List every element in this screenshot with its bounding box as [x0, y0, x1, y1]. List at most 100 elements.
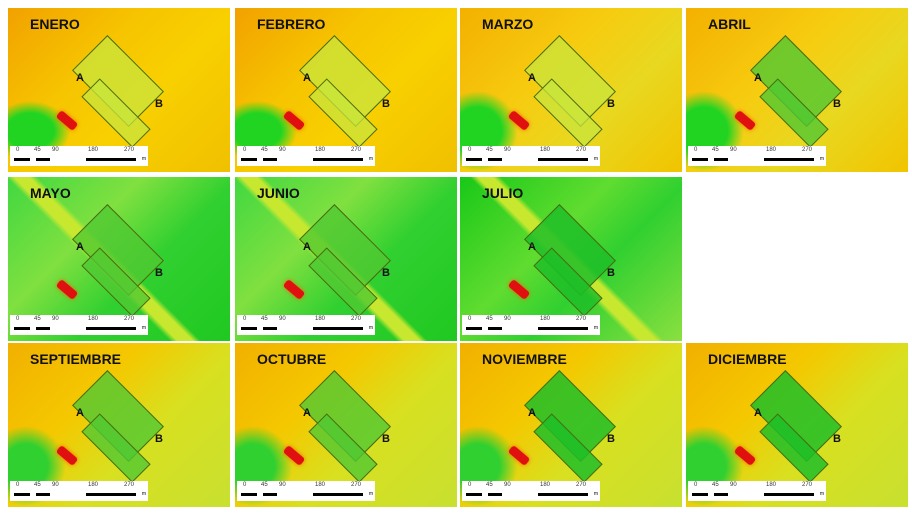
scale-unit: m — [819, 156, 824, 162]
scale-tick: 270 — [351, 147, 362, 153]
parcel-label-b: B — [607, 433, 615, 445]
scale-tick: 270 — [802, 482, 813, 488]
scale-tick: 45 — [712, 482, 719, 488]
hotspot-area — [282, 109, 306, 132]
scale-tick: 180 — [88, 316, 99, 322]
parcel-label-b: B — [382, 267, 390, 279]
scale-bar: 0 45 90 180 270 m — [688, 481, 826, 501]
scale-tick: 90 — [504, 147, 511, 153]
hotspot-area — [507, 444, 531, 467]
hotspot-area — [282, 278, 306, 301]
parcel-label-a: A — [76, 407, 84, 419]
panel-title: ENERO — [30, 16, 80, 32]
map-panel-diciembre: DICIEMBRE A B 0 45 90 180 270 m — [686, 343, 908, 507]
parcel-label-b: B — [155, 433, 163, 445]
scale-tick: 45 — [261, 147, 268, 153]
parcel-label-b: B — [833, 98, 841, 110]
map-panel-noviembre: NOVIEMBRE A B 0 45 90 180 270 m — [460, 343, 682, 507]
scale-tick: 0 — [468, 482, 472, 488]
scale-tick: 0 — [16, 316, 20, 322]
panel-title: ABRIL — [708, 16, 751, 32]
scale-tick: 180 — [315, 482, 326, 488]
panel-title: FEBRERO — [257, 16, 326, 32]
scale-bar: 0 45 90 180 270 m — [237, 146, 375, 166]
scale-tick: 90 — [504, 316, 511, 322]
scale-tick: 270 — [576, 482, 587, 488]
panel-title: JULIO — [482, 185, 524, 201]
scale-tick: 270 — [802, 147, 813, 153]
scale-tick: 180 — [315, 147, 326, 153]
scale-tick: 0 — [16, 482, 20, 488]
parcel-label-a: A — [528, 241, 536, 253]
scale-tick: 180 — [540, 147, 551, 153]
scale-tick: 270 — [124, 147, 135, 153]
scale-tick: 0 — [694, 482, 698, 488]
scale-unit: m — [141, 491, 146, 497]
scale-tick: 180 — [766, 482, 777, 488]
scale-tick: 45 — [486, 482, 493, 488]
scale-bar: 0 45 90 180 270 m — [462, 481, 600, 501]
hotspot-area — [282, 444, 306, 467]
parcel-label-a: A — [303, 241, 311, 253]
scale-tick: 0 — [16, 147, 20, 153]
hotspot-area — [507, 278, 531, 301]
parcel-label-b: B — [382, 98, 390, 110]
map-panel-octubre: OCTUBRE A B 0 45 90 180 270 m — [235, 343, 457, 507]
parcel-label-b: B — [607, 98, 615, 110]
parcel-label-a: A — [754, 407, 762, 419]
hotspot-area — [55, 109, 79, 132]
scale-unit: m — [141, 325, 146, 331]
scale-tick: 270 — [351, 316, 362, 322]
scale-tick: 90 — [52, 147, 59, 153]
scale-unit: m — [593, 491, 598, 497]
scale-bar: 0 45 90 180 270 m — [237, 315, 375, 335]
scale-bar: 0 45 90 180 270 m — [462, 315, 600, 335]
panel-title: JUNIO — [257, 185, 300, 201]
scale-unit: m — [593, 325, 598, 331]
panel-title: SEPTIEMBRE — [30, 351, 122, 367]
scale-tick: 0 — [468, 316, 472, 322]
parcel-label-a: A — [303, 72, 311, 84]
hotspot-area — [55, 278, 79, 301]
parcel-label-a: A — [528, 72, 536, 84]
scale-tick: 0 — [243, 316, 247, 322]
scale-unit: m — [819, 491, 824, 497]
map-panel-septiembre: SEPTIEMBRE A B 0 45 90 180 270 m — [8, 343, 230, 507]
scale-tick: 45 — [261, 482, 268, 488]
parcel-label-a: A — [76, 72, 84, 84]
map-panel-febrero: FEBRERO A B 0 45 90 180 270 m — [235, 8, 457, 172]
hotspot-area — [507, 109, 531, 132]
parcel-label-b: B — [382, 433, 390, 445]
scale-tick: 270 — [576, 147, 587, 153]
panel-title: OCTUBRE — [257, 351, 327, 367]
scale-tick: 90 — [730, 482, 737, 488]
scale-tick: 180 — [766, 147, 777, 153]
scale-tick: 90 — [279, 147, 286, 153]
parcel-label-a: A — [76, 241, 84, 253]
scale-tick: 45 — [712, 147, 719, 153]
scale-tick: 180 — [540, 316, 551, 322]
parcel-label-b: B — [833, 433, 841, 445]
scale-tick: 45 — [34, 482, 41, 488]
scale-tick: 180 — [88, 482, 99, 488]
panel-title: NOVIEMBRE — [482, 351, 567, 367]
scale-tick: 270 — [576, 316, 587, 322]
scale-tick: 90 — [279, 316, 286, 322]
scale-bar: 0 45 90 180 270 m — [10, 481, 148, 501]
scale-tick: 45 — [34, 316, 41, 322]
scale-tick: 0 — [694, 147, 698, 153]
parcel-label-a: A — [303, 407, 311, 419]
parcel-label-a: A — [528, 407, 536, 419]
panel-title: DICIEMBRE — [708, 351, 787, 367]
map-panel-enero: ENERO A B 0 45 90 180 270 m — [8, 8, 230, 172]
scale-tick: 90 — [52, 482, 59, 488]
scale-tick: 0 — [468, 147, 472, 153]
scale-tick: 270 — [351, 482, 362, 488]
scale-tick: 45 — [34, 147, 41, 153]
parcel-label-b: B — [607, 267, 615, 279]
panel-title: MARZO — [482, 16, 534, 32]
scale-bar: 0 45 90 180 270 m — [10, 146, 148, 166]
hotspot-area — [733, 109, 757, 132]
scale-tick: 90 — [504, 482, 511, 488]
scale-bar: 0 45 90 180 270 m — [462, 146, 600, 166]
